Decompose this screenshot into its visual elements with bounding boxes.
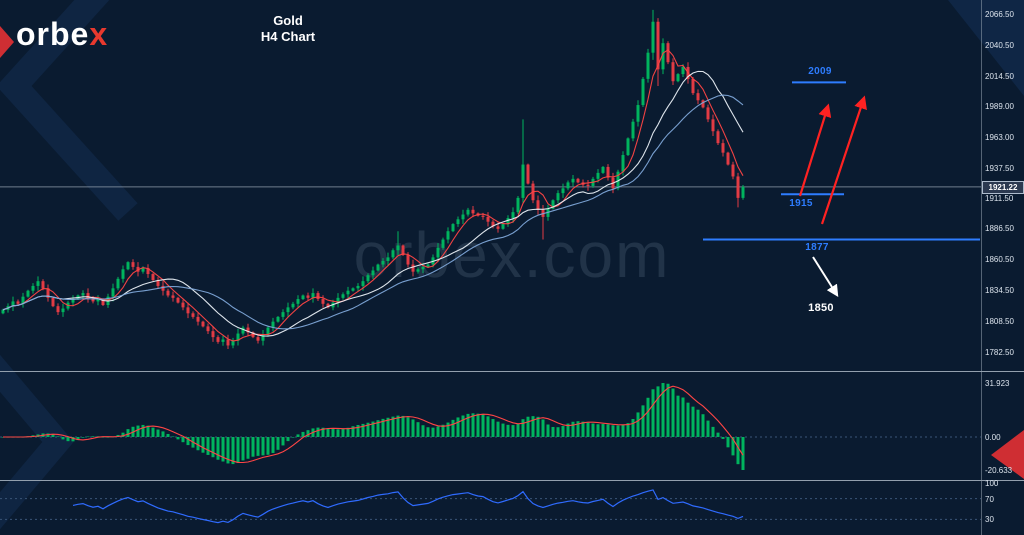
price-axis-label: 1860.50 [985, 255, 1014, 265]
logo-accent-x: x [89, 16, 109, 52]
bullish-arrow-2[interactable] [820, 95, 867, 225]
candlesticks [1, 9, 745, 350]
logo-text: orbe [16, 16, 90, 52]
decor-red-accent-left [0, 26, 14, 58]
rsi-panel [0, 489, 981, 524]
chart-title-symbol: Gold [273, 13, 303, 28]
oscillator-axis-label: -20.633 [985, 466, 1013, 475]
oscillator-axis-label: 31.923 [985, 379, 1010, 388]
oscillator-axis-label: 0.00 [985, 433, 1001, 442]
price-axis-label: 2040.50 [985, 40, 1014, 50]
bullish-arrow-1[interactable] [798, 103, 832, 197]
chart-title: Gold H4 Chart [226, 13, 350, 45]
decor-chevron-bottom-left [0, 354, 74, 530]
price-axis-label: 1782.50 [985, 348, 1014, 357]
orbex-logo: orbex [16, 16, 108, 53]
resistance-level-label[interactable]: 2009 [808, 66, 832, 77]
support-near-level-label[interactable]: 1915 [789, 198, 813, 209]
decor-red-accent-bottom-right [991, 430, 1024, 479]
rsi-axis-label: 70 [985, 494, 994, 504]
price-axis-label: 2066.50 [985, 10, 1014, 19]
oscillator-histogram [0, 383, 981, 470]
price-axis-label: 1989.00 [985, 102, 1014, 112]
bearish-arrow[interactable] [812, 256, 839, 298]
price-axis-label: 1937.50 [985, 163, 1014, 173]
price-axis-label: 2014.50 [985, 71, 1014, 81]
watermark: orbex.com [353, 219, 671, 291]
rsi-axis-label: 30 [985, 515, 994, 525]
support-far-level-label[interactable]: 1877 [805, 242, 829, 253]
decor-chevron-top-left [0, 0, 138, 221]
ma-lines [2, 49, 744, 342]
annotation-lines [703, 81, 980, 241]
price-axis-label: 1911.50 [985, 194, 1014, 204]
chart-title-timeframe: H4 Chart [260, 29, 316, 44]
price-axis-label: 1963.00 [985, 133, 1014, 143]
projection-arrows [798, 95, 867, 298]
price-axis-label: 1834.50 [985, 286, 1014, 296]
bearish-target-label[interactable]: 1850 [808, 302, 834, 314]
price-axis-label: 1808.50 [985, 317, 1014, 327]
rsi-axis-label: 100 [985, 479, 999, 488]
current-price-tag: 1921.22 [982, 180, 1024, 194]
decor-triangle-top-right [948, 0, 1024, 96]
price-axis-label: 1886.50 [985, 224, 1014, 234]
